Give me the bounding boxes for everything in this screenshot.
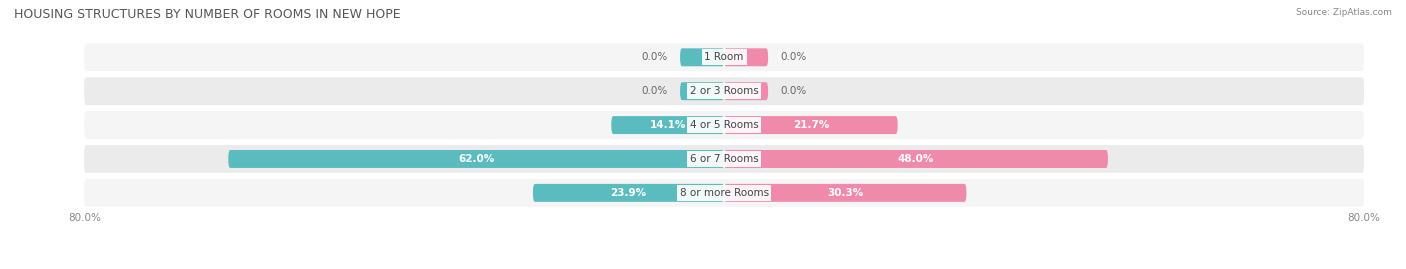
- FancyBboxPatch shape: [724, 82, 768, 100]
- FancyBboxPatch shape: [84, 43, 1364, 71]
- Text: 0.0%: 0.0%: [643, 52, 668, 62]
- Text: 62.0%: 62.0%: [458, 154, 495, 164]
- Text: 8 or more Rooms: 8 or more Rooms: [679, 188, 769, 198]
- FancyBboxPatch shape: [84, 77, 1364, 105]
- Text: 6 or 7 Rooms: 6 or 7 Rooms: [690, 154, 758, 164]
- Text: Source: ZipAtlas.com: Source: ZipAtlas.com: [1296, 8, 1392, 17]
- FancyBboxPatch shape: [724, 48, 768, 66]
- Text: 0.0%: 0.0%: [780, 86, 806, 96]
- FancyBboxPatch shape: [84, 111, 1364, 139]
- Text: 30.3%: 30.3%: [827, 188, 863, 198]
- FancyBboxPatch shape: [84, 145, 1364, 173]
- Text: 48.0%: 48.0%: [898, 154, 934, 164]
- FancyBboxPatch shape: [84, 179, 1364, 207]
- FancyBboxPatch shape: [724, 150, 1108, 168]
- Text: 0.0%: 0.0%: [643, 86, 668, 96]
- FancyBboxPatch shape: [724, 116, 897, 134]
- Text: 2 or 3 Rooms: 2 or 3 Rooms: [690, 86, 758, 96]
- FancyBboxPatch shape: [724, 184, 966, 202]
- FancyBboxPatch shape: [612, 116, 724, 134]
- Text: 23.9%: 23.9%: [610, 188, 647, 198]
- Text: HOUSING STRUCTURES BY NUMBER OF ROOMS IN NEW HOPE: HOUSING STRUCTURES BY NUMBER OF ROOMS IN…: [14, 8, 401, 21]
- FancyBboxPatch shape: [228, 150, 724, 168]
- Text: 4 or 5 Rooms: 4 or 5 Rooms: [690, 120, 758, 130]
- FancyBboxPatch shape: [681, 82, 724, 100]
- Text: 1 Room: 1 Room: [704, 52, 744, 62]
- Text: 14.1%: 14.1%: [650, 120, 686, 130]
- FancyBboxPatch shape: [681, 48, 724, 66]
- FancyBboxPatch shape: [533, 184, 724, 202]
- Text: 21.7%: 21.7%: [793, 120, 830, 130]
- Text: 0.0%: 0.0%: [780, 52, 806, 62]
